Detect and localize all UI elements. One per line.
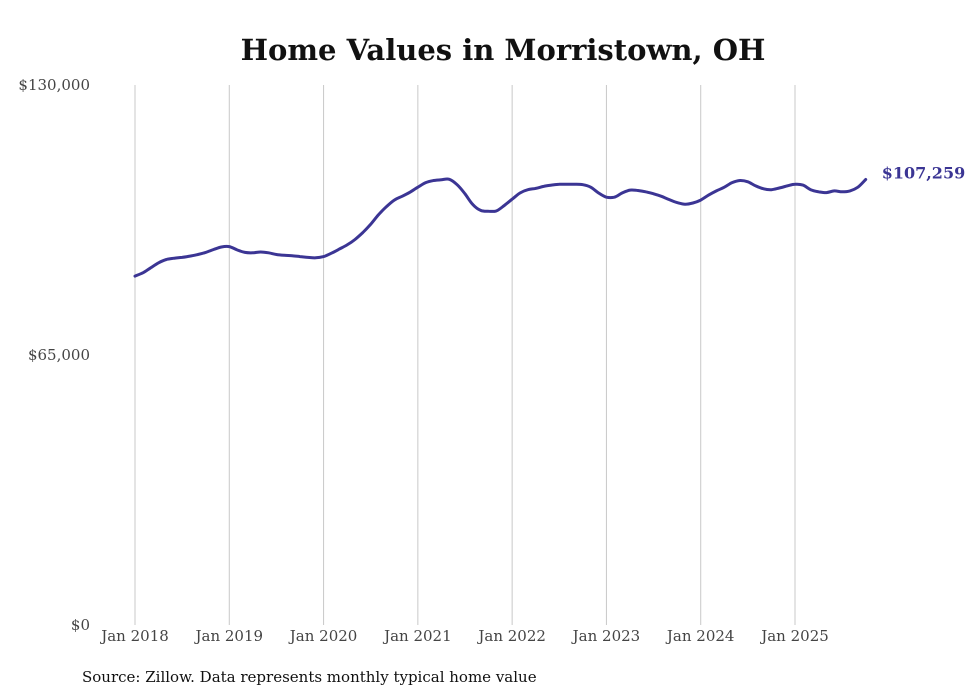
x-axis: Jan 2018 Jan 2019 Jan 2020 Jan 2021 Jan 2022… <box>99 627 829 645</box>
x-tick-label: Jan 2020 <box>288 627 358 645</box>
x-tick-label: Jan 2021 <box>382 627 452 645</box>
x-tick-label: Jan 2025 <box>759 627 829 645</box>
gridlines <box>134 85 796 625</box>
line-chart: Home Values in Morristown, OH $0$65,000$… <box>18 33 966 645</box>
y-tick-label: $65,000 <box>28 346 90 364</box>
y-tick-label: $130,000 <box>18 76 90 94</box>
series-line <box>133 177 868 278</box>
x-tick-label: Jan 2019 <box>194 627 264 645</box>
x-tick-label: Jan 2024 <box>665 627 735 645</box>
source-note: Source: Zillow. Data represents monthly … <box>82 668 537 686</box>
x-tick-label: Jan 2023 <box>571 627 641 645</box>
x-tick-label: Jan 2018 <box>99 627 169 645</box>
chart-title: Home Values in Morristown, OH <box>241 33 766 67</box>
y-tick-label: $0 <box>71 616 90 634</box>
x-tick-label: Jan 2022 <box>476 627 546 645</box>
end-value-label: $107,259 <box>882 163 966 182</box>
y-axis: $0 $65,000 $130,000 <box>18 76 90 634</box>
